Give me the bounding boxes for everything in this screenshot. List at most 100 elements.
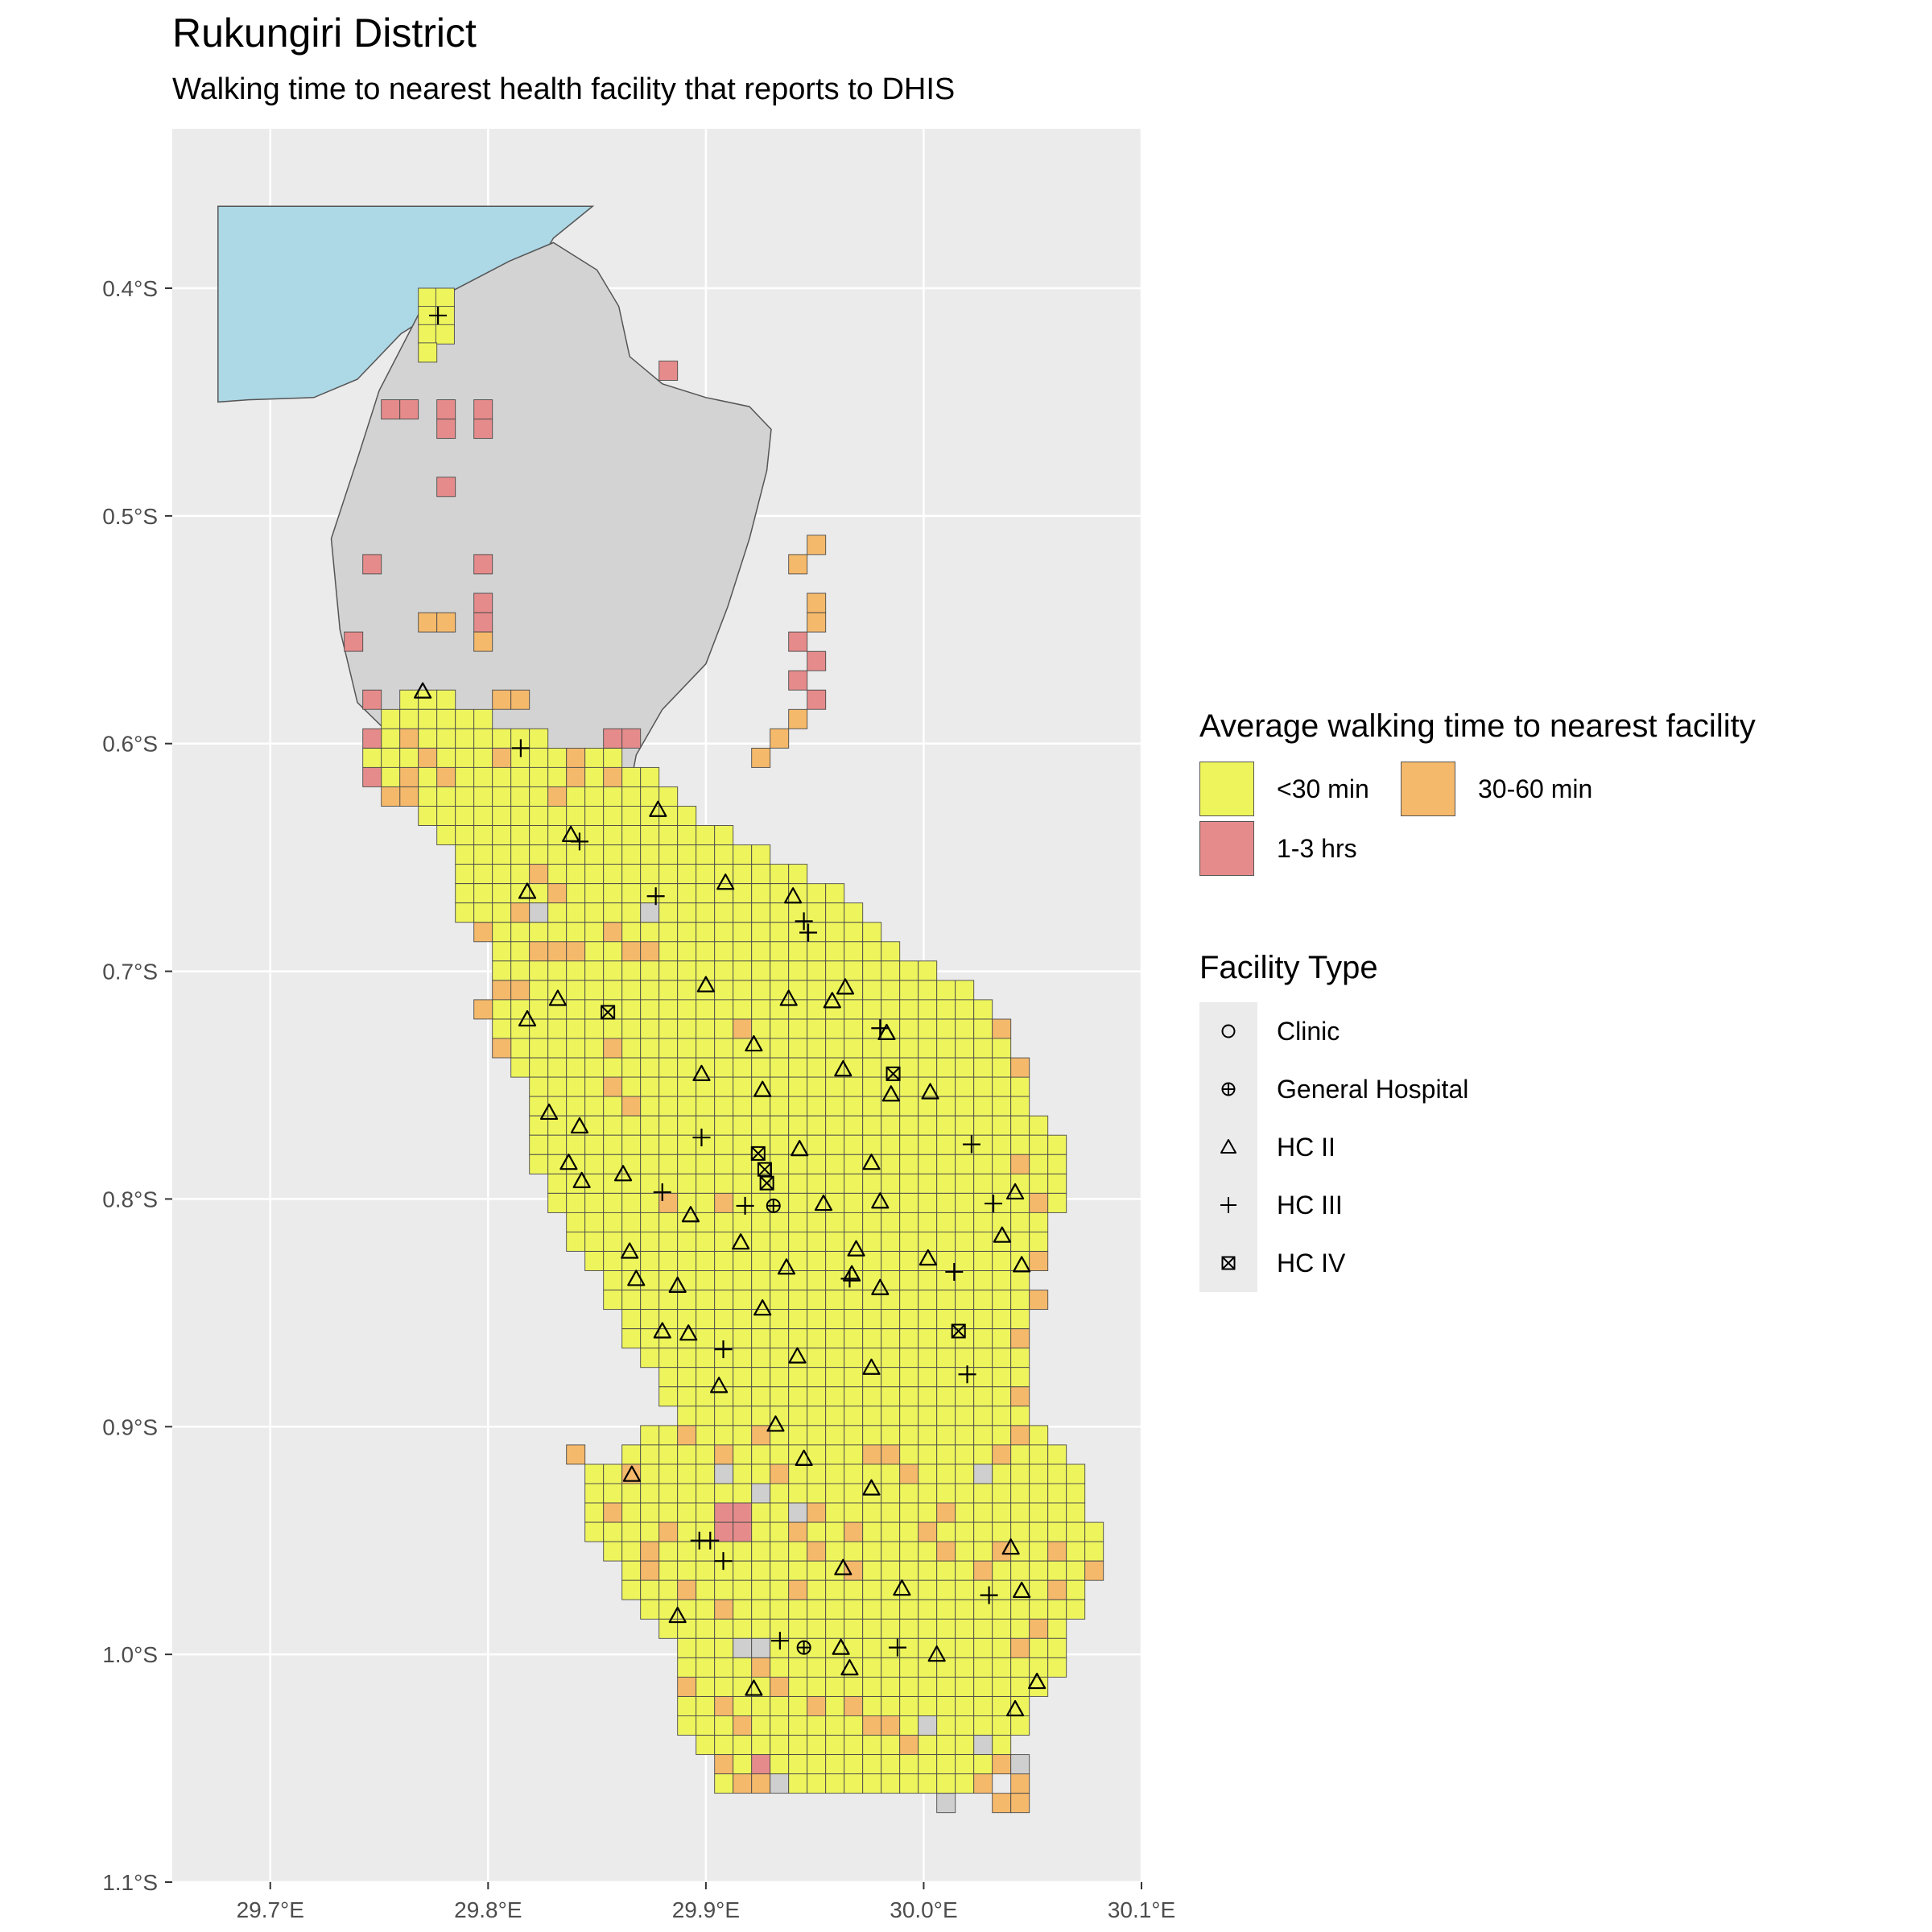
grid-cell [696,825,716,845]
grid-cell [992,1057,1012,1078]
hc-iii-marker [799,923,818,942]
grid-cell [1029,1618,1049,1639]
grid-cell [677,1463,697,1484]
grid-cell [751,1309,771,1330]
grid-cell [640,1038,660,1059]
grid-cell [918,1096,938,1117]
grid-cell [473,419,493,440]
grid-cell [751,1579,771,1600]
grid-cell [992,1579,1012,1600]
grid-cell [807,883,827,904]
grid-cell [658,999,679,1020]
grid-cell [1010,1406,1030,1426]
grid-cell [640,902,660,923]
grid-cell [584,747,605,768]
grid-cell [1010,1173,1030,1194]
grid-cell [473,554,493,575]
grid-cell [751,1096,771,1117]
grid-cell [658,825,679,845]
grid-cell [992,1715,1012,1736]
grid-cell [529,1057,549,1078]
grid-cell [992,1425,1012,1446]
grid-cell [881,1328,901,1349]
grid-cell [807,1096,827,1117]
grid-cell [584,902,605,923]
grid-cell [751,1735,771,1756]
grid-cell [770,1348,790,1368]
grid-cell [955,1251,975,1271]
grid-cell [918,1018,938,1039]
grid-cell [621,902,642,923]
grid-cell [788,1579,808,1600]
grid-cell [770,1657,790,1678]
grid-cell [844,1134,864,1155]
grid-cell [788,1754,808,1775]
grid-cell [973,1502,993,1523]
grid-cell [696,1483,716,1504]
grid-cell [640,1134,660,1155]
grid-cell [696,1406,716,1426]
grid-cell [714,1018,734,1039]
grid-cell [918,1618,938,1639]
grid-cell [936,1579,956,1600]
grid-cell [844,1154,864,1174]
grid-cell [603,1502,623,1523]
grid-cell [529,1038,549,1059]
swatch-30-60 [1401,762,1455,816]
grid-cell [436,399,456,420]
hc-ii-marker [1005,1183,1025,1200]
grid-cell [1010,1483,1030,1504]
grid-cell [918,1057,938,1078]
grid-cell [936,1367,956,1388]
grid-cell [807,1173,827,1194]
grid-cell [807,1406,827,1426]
grid-cell [955,1367,975,1388]
grid-cell [733,1115,753,1136]
grid-cell [603,1154,623,1174]
grid-cell [714,1483,734,1504]
grid-cell [955,1348,975,1368]
grid-cell [825,1076,845,1097]
grid-cell [825,902,845,923]
circle-plus-icon [1221,1082,1236,1096]
grid-cell [529,844,549,865]
grid-cell [362,766,382,787]
grid-cell [751,1348,771,1368]
grid-cell [418,766,438,787]
grid-cell [733,1212,753,1232]
grid-cell [992,1270,1012,1290]
grid-cell [770,960,790,981]
grid-cell [640,1541,660,1562]
grid-cell [807,1367,827,1388]
grid-cell [714,1715,734,1736]
hc-ii-marker [518,1009,537,1027]
grid-cell [566,999,586,1020]
grid-cell [751,960,771,981]
grid-cell [881,1521,901,1542]
grid-cell [733,1425,753,1446]
grid-cell [696,1154,716,1174]
grid-cell [751,1560,771,1581]
grid-cell [584,922,605,943]
grid-cell [918,960,938,981]
grid-cell [844,1173,864,1194]
grid-cell [807,1715,827,1736]
grid-cell [862,1212,882,1232]
grid-cell [603,980,623,1001]
hc-ii-marker [1028,1672,1046,1690]
grid-cell [973,1463,993,1484]
hc-ii-marker [668,1276,687,1294]
grid-cell [899,1134,919,1155]
grid-cell [955,1096,975,1117]
grid-cell [844,1599,864,1620]
grid-cell [918,1599,938,1620]
grid-cell [955,1173,975,1194]
grid-cell [733,941,753,962]
grid-cell [547,786,568,807]
grid-cell [899,1676,919,1697]
grid-cell [918,1328,938,1349]
grid-cell [918,1367,938,1388]
grid-cell [1047,1192,1067,1213]
hc-iii-marker [692,1129,711,1147]
grid-cell [603,1076,623,1097]
